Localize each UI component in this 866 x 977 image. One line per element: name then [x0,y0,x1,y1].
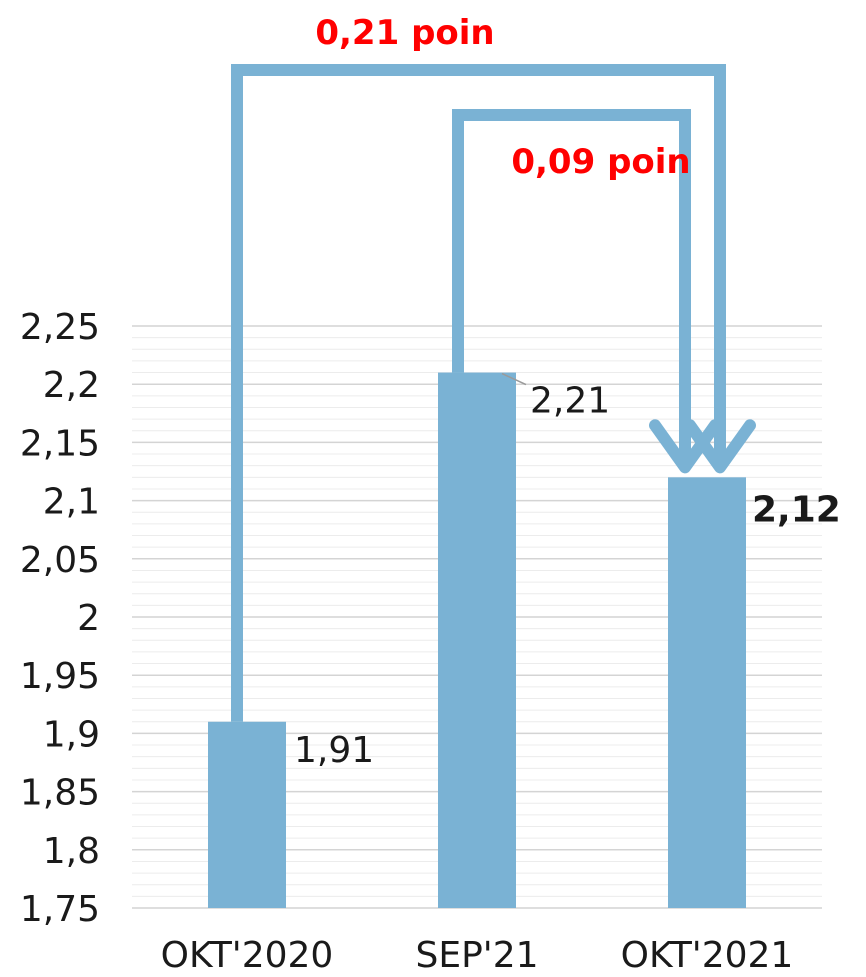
bars [208,372,746,908]
annotation-label: 0,09 poin [511,142,690,182]
x-category-label: OKT'2021 [621,935,794,976]
annotation-label: 0,21 poin [315,13,494,53]
y-tick-label: 2,2 [43,365,100,406]
bar-okt-2021 [668,477,746,908]
arrowhead [649,419,721,474]
data-label-leader [501,372,527,386]
bar-sep-21 [438,372,516,908]
arrow-sep21-to-okt2021 [452,109,691,464]
data-label: 2,12 [752,489,841,530]
x-category-label: SEP'21 [415,935,538,976]
y-tick-label: 2,25 [20,307,100,348]
y-tick-label: 1,75 [20,889,100,930]
y-tick-label: 1,9 [43,714,100,755]
y-tick-label: 2,1 [43,482,100,523]
y-tick-label: 2 [77,598,100,639]
labels: 1,75 1,8 1,85 1,9 1,95 2 2,05 2,1 2,15 2,2 2,25 OKT… [20,13,841,976]
x-category-label: OKT'2020 [161,935,334,976]
arrow-okt2020-to-okt2021 [231,64,726,722]
bar-okt-2020 [208,721,286,908]
y-tick-label: 1,8 [43,831,100,872]
data-label: 2,21 [530,381,610,422]
y-tick-label: 2,05 [20,540,100,581]
y-tick-label: 1,95 [20,656,100,697]
y-tick-label: 1,85 [20,773,100,814]
y-tick-label: 2,15 [20,423,100,464]
difference-arrows [231,64,756,722]
data-label: 1,91 [294,730,374,771]
